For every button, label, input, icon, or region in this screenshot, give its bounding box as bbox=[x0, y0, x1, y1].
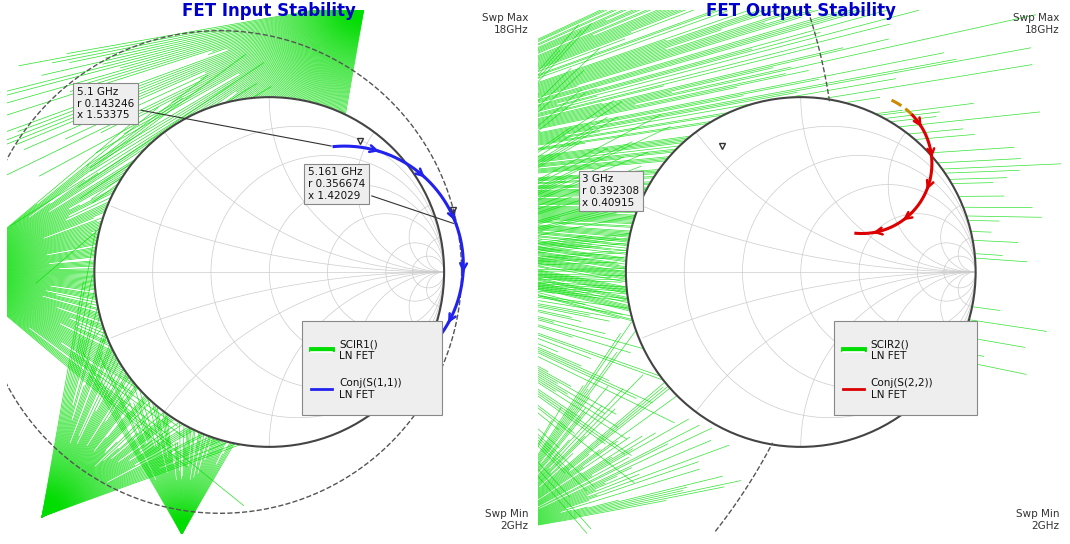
Text: SCIR1()
LN FET: SCIR1() LN FET bbox=[339, 340, 378, 361]
Circle shape bbox=[626, 97, 976, 447]
Text: FET Output Stability: FET Output Stability bbox=[706, 2, 896, 20]
Text: Swp Min
2GHz: Swp Min 2GHz bbox=[485, 509, 528, 531]
Text: FET Input Stability: FET Input Stability bbox=[182, 2, 356, 20]
Text: 3 GHz
r 0.392308
x 0.40915: 3 GHz r 0.392308 x 0.40915 bbox=[582, 175, 639, 208]
Text: Swp Min
2GHz: Swp Min 2GHz bbox=[1016, 509, 1059, 531]
Text: 5.1 GHz
r 0.143246
x 1.53375: 5.1 GHz r 0.143246 x 1.53375 bbox=[77, 87, 332, 146]
Text: SCIR2()
LN FET: SCIR2() LN FET bbox=[871, 340, 909, 361]
FancyBboxPatch shape bbox=[834, 321, 977, 416]
Text: Conj(S(1,1))
LN FET: Conj(S(1,1)) LN FET bbox=[339, 379, 402, 400]
Circle shape bbox=[94, 97, 444, 447]
Text: Swp Max
18GHz: Swp Max 18GHz bbox=[482, 13, 528, 35]
Text: 5.161 GHz
r 0.356674
x 1.42029: 5.161 GHz r 0.356674 x 1.42029 bbox=[308, 168, 454, 224]
Text: Swp Max
18GHz: Swp Max 18GHz bbox=[1013, 13, 1059, 35]
FancyBboxPatch shape bbox=[303, 321, 442, 416]
Text: Conj(S(2,2))
LN FET: Conj(S(2,2)) LN FET bbox=[871, 379, 933, 400]
